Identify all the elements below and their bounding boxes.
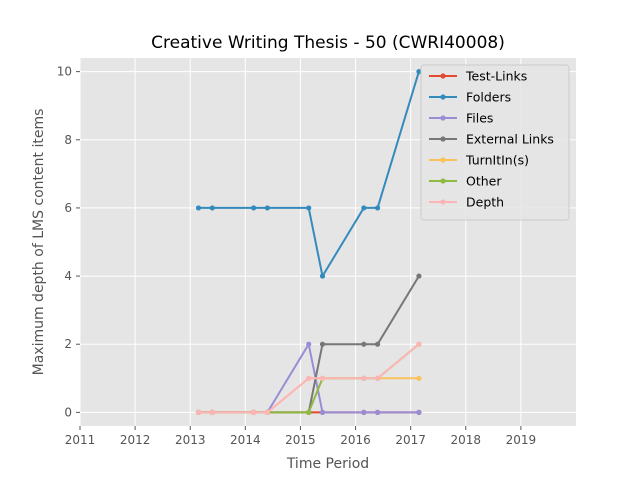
- data-point: [306, 375, 312, 381]
- x-tick-label: 2013: [175, 433, 206, 447]
- legend-marker: [440, 73, 446, 79]
- data-point: [361, 409, 367, 415]
- data-point: [416, 375, 422, 381]
- data-point: [416, 69, 422, 75]
- data-point: [361, 205, 367, 211]
- data-point: [361, 341, 367, 347]
- legend-item-depth: Depth: [429, 195, 504, 210]
- x-axis-label: Time Period: [286, 456, 369, 472]
- legend-label: Depth: [466, 195, 504, 210]
- x-tick-label: 2011: [65, 433, 96, 447]
- legend: Test-Links Folders Files External Links Turn…: [420, 64, 570, 221]
- series-group: [195, 69, 422, 415]
- data-point: [375, 375, 381, 381]
- legend-box: [420, 64, 570, 221]
- data-point: [319, 273, 326, 279]
- data-point: [319, 341, 326, 347]
- legend-marker: [440, 94, 446, 100]
- series-folders: [195, 69, 422, 279]
- data-point: [416, 341, 422, 347]
- x-tick-label: 2017: [395, 433, 426, 447]
- y-axis-label: Maximum depth of LMS content items: [31, 109, 47, 376]
- data-point: [375, 205, 381, 211]
- data-point: [264, 205, 270, 211]
- data-point: [251, 409, 257, 415]
- x-tick-label: 2016: [340, 433, 371, 447]
- data-point: [375, 409, 381, 415]
- legend-marker: [440, 115, 446, 121]
- series-depth: [195, 341, 422, 415]
- y-tick-label: 10: [57, 65, 72, 79]
- legend-item-turnitin-s: TurnItIn(s): [429, 153, 529, 168]
- y-tick-label: 4: [64, 269, 72, 283]
- data-point: [361, 375, 367, 381]
- data-point: [375, 341, 381, 347]
- legend-label: Folders: [466, 90, 511, 105]
- data-point: [251, 205, 257, 211]
- data-point: [319, 375, 326, 381]
- y-tick-label: 2: [64, 337, 72, 351]
- legend-marker: [440, 157, 446, 163]
- legend-marker: [440, 136, 446, 142]
- legend-item-files: Files: [429, 111, 493, 126]
- legend-label: Test-Links: [465, 69, 527, 84]
- legend-label: TurnItIn(s): [465, 153, 529, 168]
- legend-item-test-links: Test-Links: [429, 69, 527, 84]
- data-point: [306, 341, 312, 347]
- chart-title: Creative Writing Thesis - 50 (CWRI40008): [151, 33, 505, 53]
- data-point: [264, 409, 270, 415]
- data-point: [209, 409, 215, 415]
- data-point: [306, 205, 312, 211]
- legend-label: External Links: [466, 132, 554, 147]
- data-point: [195, 409, 202, 415]
- x-tick-label: 2018: [451, 433, 482, 447]
- legend-marker: [440, 199, 446, 205]
- data-point: [416, 273, 422, 279]
- x-tick-label: 2019: [506, 433, 537, 447]
- legend-item-external-links: External Links: [429, 132, 554, 147]
- legend-label: Other: [466, 174, 502, 189]
- data-point: [319, 409, 326, 415]
- legend-item-folders: Folders: [429, 90, 511, 105]
- legend-marker: [440, 178, 446, 184]
- y-tick-label: 6: [64, 201, 72, 215]
- data-point: [306, 409, 312, 415]
- y-tick-label: 8: [64, 133, 72, 147]
- data-point: [416, 409, 422, 415]
- y-tick-label: 0: [64, 405, 72, 419]
- data-point: [209, 205, 215, 211]
- x-tick-label: 2015: [285, 433, 316, 447]
- x-tick-label: 2012: [120, 433, 151, 447]
- legend-label: Files: [466, 111, 493, 126]
- tick-group: 2011 2012 2013 2014 2015 2016 2017 2018 2019 0 2 4 6…: [57, 65, 536, 447]
- x-tick-label: 2014: [230, 433, 261, 447]
- legend-item-other: Other: [429, 174, 502, 189]
- data-point: [195, 205, 202, 211]
